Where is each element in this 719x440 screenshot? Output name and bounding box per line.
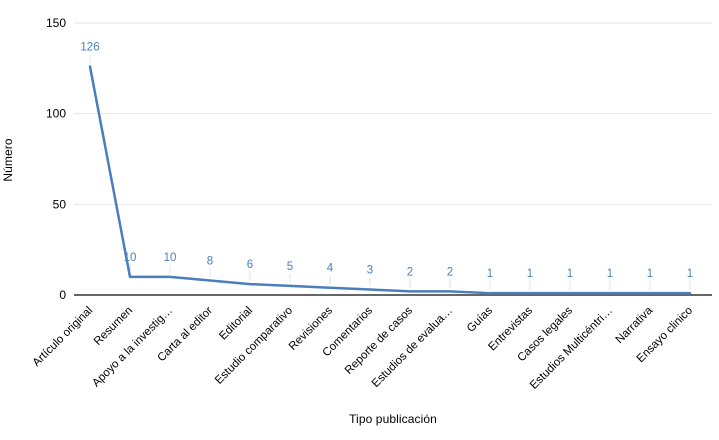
data-label: 8 (207, 255, 213, 267)
x-category-label: Guías (465, 304, 495, 334)
data-label: 1 (607, 268, 613, 280)
data-label: 2 (407, 266, 413, 278)
data-label: 2 (447, 266, 453, 278)
y-tick-label: 100 (46, 107, 66, 121)
y-tick-label: 50 (53, 197, 67, 211)
x-category-label: Estudios de evalua… (370, 305, 455, 390)
data-label: 6 (247, 259, 253, 271)
data-label: 1 (567, 268, 573, 280)
y-tick-label: 150 (46, 16, 66, 30)
x-category-label: Editorial (217, 305, 255, 343)
data-label: 4 (327, 263, 334, 275)
x-category-label: Estudios Multicéntri… (528, 305, 615, 392)
x-category-label: Artículo original (31, 305, 96, 370)
data-label: 10 (164, 252, 177, 264)
x-category-label: Reporte de casos (343, 304, 415, 376)
series-line (88, 65, 692, 295)
x-category-label: Estudio comparativo (213, 305, 295, 387)
data-label: 1 (647, 268, 653, 280)
data-label: 3 (367, 265, 373, 277)
x-axis-title: Tipo publicación (349, 412, 437, 426)
data-label: 1 (687, 268, 693, 280)
x-category-label: Apoyo a la investig… (90, 305, 175, 390)
data-label: 126 (80, 42, 99, 54)
x-category-label: Narrativa (614, 304, 656, 346)
y-tick-label: 0 (59, 288, 66, 302)
data-label: 5 (287, 261, 293, 273)
data-label: 1 (487, 268, 493, 280)
y-axis-title: Número (1, 138, 15, 182)
data-label: 1 (527, 268, 533, 280)
